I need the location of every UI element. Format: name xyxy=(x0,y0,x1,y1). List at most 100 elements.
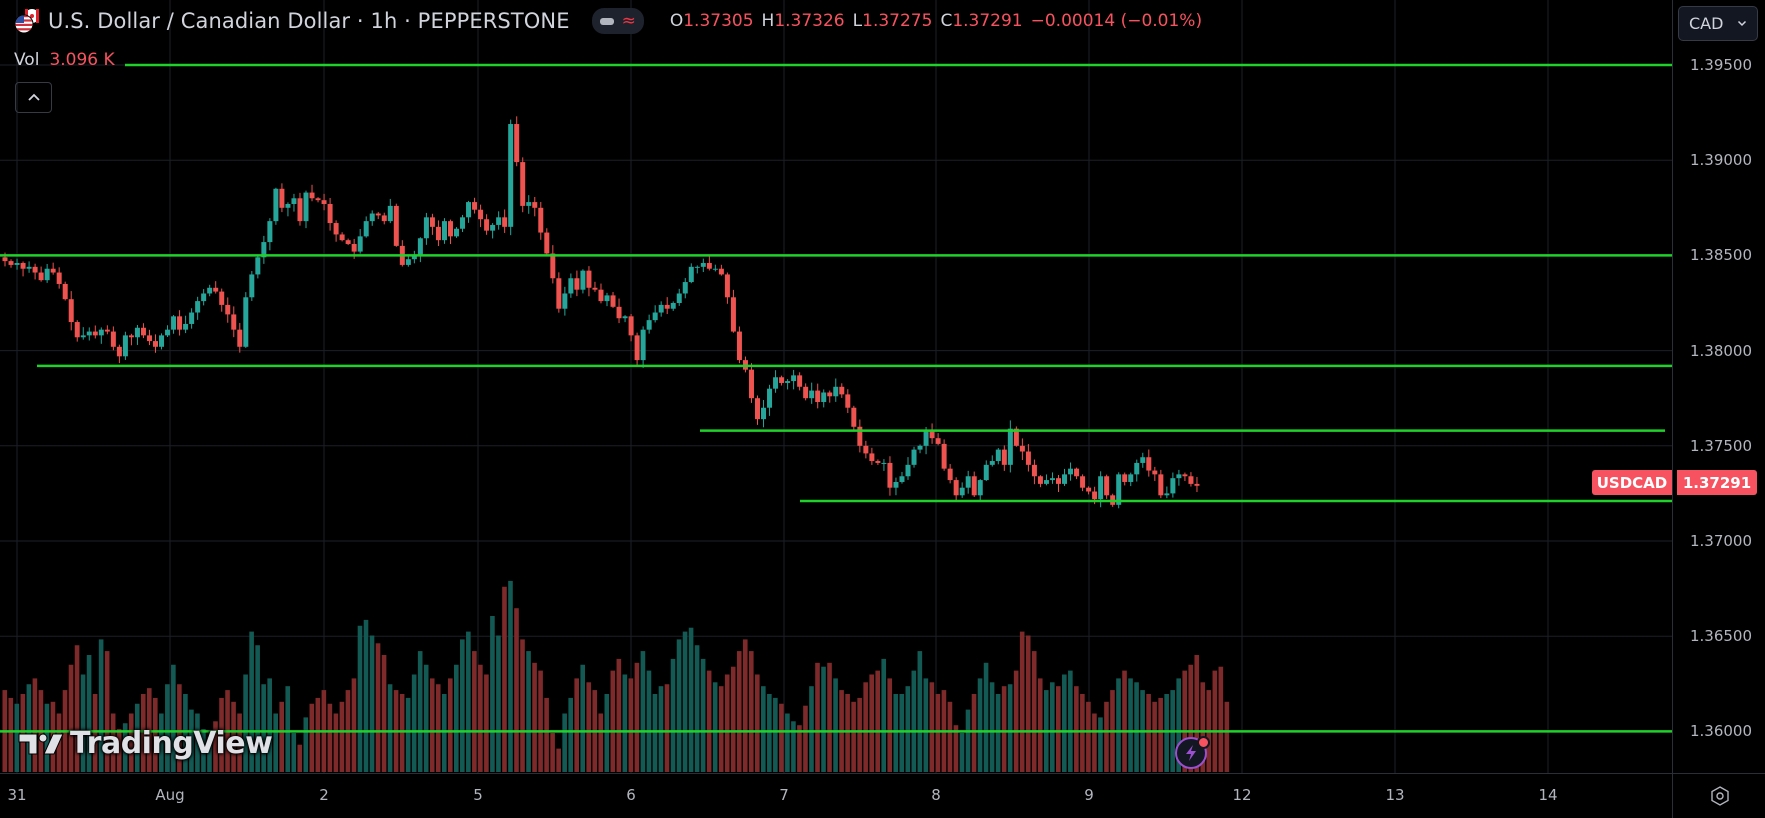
candle-body xyxy=(971,476,977,496)
volume-bar xyxy=(670,658,676,772)
price-tick-label: 1.38500 xyxy=(1689,246,1752,265)
volume-bar xyxy=(315,697,321,772)
volume-bar xyxy=(1152,701,1157,772)
candle-body xyxy=(881,462,887,464)
candle-body xyxy=(255,257,261,275)
candle-body xyxy=(116,346,122,357)
volume-bar xyxy=(165,684,170,772)
volume-bar xyxy=(923,678,929,772)
candle-body xyxy=(321,200,327,204)
volume-bar xyxy=(153,697,158,772)
high-value: 1.37326 xyxy=(774,11,845,31)
volume-bar xyxy=(1037,678,1043,772)
volume-bar xyxy=(797,725,802,772)
candle-body xyxy=(550,253,556,279)
candle-body xyxy=(1025,451,1031,465)
candle-body xyxy=(785,381,791,383)
volume-bar xyxy=(369,635,375,772)
volume-bar xyxy=(134,703,140,772)
time-tick-label: 9 xyxy=(1084,786,1094,804)
volume-bar xyxy=(201,729,206,772)
price-tick-label: 1.36000 xyxy=(1689,722,1752,741)
candle-body xyxy=(724,274,730,298)
candle-body xyxy=(1176,474,1182,479)
volume-bar xyxy=(851,701,856,772)
candle-body xyxy=(815,390,821,403)
candle-body xyxy=(598,289,604,302)
ohlc-values: O1.37305 H1.37326 L1.37275 C1.37291 −0.0… xyxy=(670,11,1202,31)
volume-bar xyxy=(520,639,525,772)
volume-bar xyxy=(417,651,423,772)
candle-body xyxy=(165,329,171,336)
volume-bar xyxy=(1013,670,1019,772)
price-axis[interactable]: 1.39500 1.39000 1.38500 1.38000 1.37500 1.370… xyxy=(1672,0,1765,773)
candle-body xyxy=(568,278,574,294)
candle-body xyxy=(959,487,965,496)
collapse-legend-button[interactable] xyxy=(15,82,52,113)
candle-body xyxy=(2,257,8,262)
volume-bar xyxy=(1080,694,1085,772)
compare-wave-icon[interactable]: ≈ xyxy=(621,11,636,31)
volume-label[interactable]: Vol xyxy=(14,50,40,70)
volume-bar xyxy=(742,639,748,772)
volume-bar xyxy=(911,670,917,772)
candle-body xyxy=(62,283,68,300)
candle-body xyxy=(1182,474,1188,477)
candle-body xyxy=(688,266,694,283)
symbol-title[interactable]: U.S. Dollar / Canadian Dollar · 1h · PEP… xyxy=(48,9,570,33)
legend-toggle-pill[interactable]: ≈ xyxy=(591,8,644,34)
volume-bar xyxy=(995,694,1001,772)
volume-bar xyxy=(405,697,411,772)
candle-body xyxy=(520,162,526,206)
candle-body xyxy=(833,386,839,397)
time-tick-label: 6 xyxy=(626,786,636,804)
candle-body xyxy=(68,299,74,323)
volume-bar xyxy=(447,678,453,772)
volume-bar xyxy=(363,619,369,772)
volume-bar xyxy=(387,684,393,772)
volume-bar xyxy=(1176,678,1181,772)
volume-bar xyxy=(159,713,164,772)
price-tick-label: 1.39500 xyxy=(1689,56,1752,74)
candle-body xyxy=(423,217,429,239)
tradingview-logo[interactable]: TradingView xyxy=(18,726,273,761)
volume-bar xyxy=(526,651,531,772)
candle-body xyxy=(827,392,833,397)
volume-bar xyxy=(98,639,104,772)
price-chart-canvas[interactable] xyxy=(0,0,1672,773)
volume-value: 3.096 K xyxy=(49,50,115,70)
time-axis[interactable]: 31 Aug 2 5 6 7 8 9 12 13 14 xyxy=(0,773,1672,818)
volume-bar xyxy=(333,713,339,772)
candle-body xyxy=(857,426,863,446)
candle-body xyxy=(767,388,773,408)
last-price-label: 1.37291 xyxy=(1677,470,1757,495)
volume-bar xyxy=(339,701,345,772)
hide-icon[interactable] xyxy=(599,17,614,25)
candle-body xyxy=(706,263,712,269)
volume-bar xyxy=(1068,670,1073,772)
chevron-down-icon xyxy=(1737,20,1747,27)
candle-body xyxy=(1116,474,1122,505)
volume-bar xyxy=(580,664,586,772)
notification-dot xyxy=(1197,736,1210,749)
volume-bar xyxy=(267,678,272,772)
candle-body xyxy=(309,192,315,199)
chart-pane[interactable] xyxy=(0,0,1672,773)
volume-bar xyxy=(32,678,38,772)
candle-body xyxy=(26,266,32,269)
volume-bar xyxy=(291,733,297,772)
price-tick-label: 1.37500 xyxy=(1689,436,1752,455)
volume-bar xyxy=(821,666,826,772)
candle-body xyxy=(381,215,387,222)
candle-body xyxy=(195,301,201,313)
candle-body xyxy=(893,481,899,488)
volume-bar xyxy=(983,662,989,772)
volume-bar xyxy=(195,713,200,772)
time-tick-label: 12 xyxy=(1232,786,1252,804)
candle-body xyxy=(779,377,785,383)
candle-body xyxy=(1007,428,1013,465)
chart-settings-button[interactable] xyxy=(1672,773,1765,818)
volume-bar xyxy=(1116,678,1121,772)
volume-bar xyxy=(399,694,405,772)
currency-dropdown[interactable]: CAD xyxy=(1678,6,1758,41)
